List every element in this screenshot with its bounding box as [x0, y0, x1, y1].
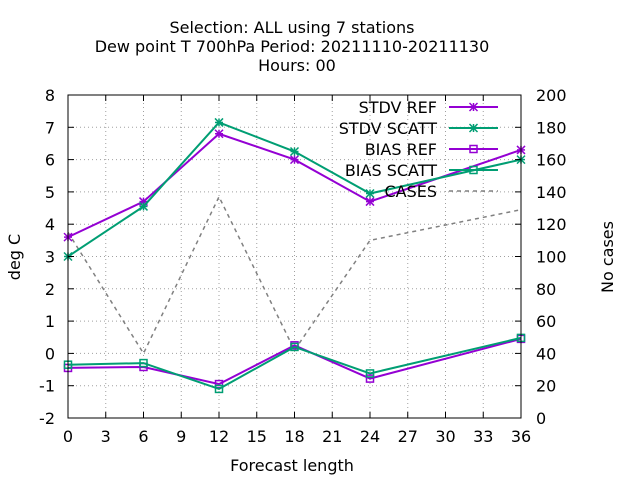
- star-stroke: [289, 155, 300, 165]
- series-line: [67, 337, 522, 386]
- y-tick-label: 6: [45, 151, 55, 170]
- legend-label: BIAS SCATT: [345, 161, 437, 180]
- x-tick-label: 0: [63, 427, 73, 446]
- data-point-square: [469, 144, 478, 154]
- y-tick-label: 4: [45, 215, 55, 234]
- data-point-square: [365, 369, 375, 378]
- data-point-star: [289, 146, 300, 157]
- data-point-star: [468, 123, 479, 133]
- chart-title: Selection: ALL using 7 stations Dew poin…: [95, 18, 490, 75]
- star-stroke: [214, 129, 224, 139]
- y2-tick-label: 180: [536, 118, 567, 137]
- legend-item-stdv-ref: STDV REF: [359, 98, 498, 117]
- y2-tick-label: 60: [536, 312, 556, 331]
- star-stroke: [289, 146, 300, 157]
- data-point-star: [365, 197, 375, 207]
- x-tick-label: 15: [247, 427, 267, 446]
- y2-tick-label: 200: [536, 86, 567, 105]
- x-tick-label: 36: [511, 427, 531, 446]
- x-tick-label: 30: [435, 427, 455, 446]
- legend-item-bias-scatt: BIAS SCATT: [345, 161, 498, 180]
- y-tick-label: 7: [45, 118, 55, 137]
- y-tick-label: 8: [45, 86, 55, 105]
- data-point-square: [214, 384, 224, 394]
- y-tick-label: 0: [45, 344, 55, 363]
- y2-axis-label: No cases: [598, 221, 617, 293]
- series-line: [67, 195, 522, 355]
- y2-tick-label: 140: [536, 183, 567, 202]
- x-tick-label: 21: [322, 427, 342, 446]
- x-tick-label: 3: [101, 427, 111, 446]
- legend-item-stdv-scatt: STDV SCATT: [339, 119, 498, 138]
- legend: STDV REF STDV SCATT BIAS REF BIAS SCATT CASE…: [339, 98, 498, 201]
- y-tick-label: 1: [45, 312, 55, 331]
- data-point-star: [214, 129, 224, 139]
- x-tick-label: 24: [360, 427, 380, 446]
- x-tick-label: 18: [284, 427, 304, 446]
- star-stroke: [214, 117, 224, 127]
- series-line: [67, 121, 522, 258]
- legend-label: STDV SCATT: [339, 119, 438, 138]
- star-stroke: [138, 201, 149, 211]
- legend-label: CASES: [384, 182, 437, 201]
- data-point-square: [290, 342, 299, 352]
- legend-label: BIAS REF: [365, 140, 437, 159]
- axis-ticks: 0 3 6 9 12 15 18 21 24 27 30 33 36-2-101234567802040…: [39, 86, 567, 446]
- x-tick-label: 33: [473, 427, 493, 446]
- data-point-star: [214, 117, 224, 127]
- grid: [68, 95, 521, 418]
- x-tick-label: 27: [398, 427, 418, 446]
- data-point-star: [365, 188, 375, 199]
- data-point-star: [468, 102, 479, 112]
- legend-item-bias-ref: BIAS REF: [365, 140, 498, 159]
- title-line-2: Dew point T 700hPa Period: 20211110-2021…: [95, 37, 490, 56]
- x-axis-label: Forecast length: [230, 456, 354, 475]
- y-axis-label: deg C: [5, 234, 24, 280]
- title-line-1: Selection: ALL using 7 stations: [169, 18, 414, 37]
- x-tick-label: 9: [176, 427, 186, 446]
- star-stroke: [365, 188, 375, 199]
- x-tick-label: 6: [138, 427, 148, 446]
- data-point-square: [139, 358, 148, 368]
- title-line-3: Hours: 00: [258, 56, 336, 75]
- y2-tick-label: 40: [536, 344, 556, 363]
- data-point-square: [214, 379, 224, 389]
- data-point-star: [138, 201, 149, 211]
- data-point-star: [289, 155, 300, 165]
- y2-tick-label: 160: [536, 151, 567, 170]
- legend-label: STDV REF: [359, 98, 437, 117]
- y-tick-label: 2: [45, 280, 55, 299]
- data-point-square: [469, 165, 478, 175]
- series-line: [67, 336, 522, 391]
- x-tick-label: 12: [209, 427, 229, 446]
- star-stroke: [468, 123, 479, 133]
- y2-tick-label: 20: [536, 377, 556, 396]
- y2-tick-label: 80: [536, 280, 556, 299]
- y-tick-label: -1: [39, 377, 55, 396]
- y2-tick-label: 120: [536, 215, 567, 234]
- star-stroke: [468, 102, 479, 112]
- y2-tick-label: 0: [536, 409, 546, 428]
- y-tick-label: 5: [45, 183, 55, 202]
- series-cases: [67, 195, 522, 355]
- star-stroke: [365, 197, 375, 207]
- series-line: [67, 132, 522, 239]
- y2-tick-label: 100: [536, 248, 567, 267]
- data-point-square: [365, 374, 375, 383]
- y-tick-label: 3: [45, 248, 55, 267]
- series-stdv-ref: [63, 129, 526, 242]
- y-tick-label: -2: [39, 409, 55, 428]
- legend-item-cases: CASES: [384, 182, 498, 201]
